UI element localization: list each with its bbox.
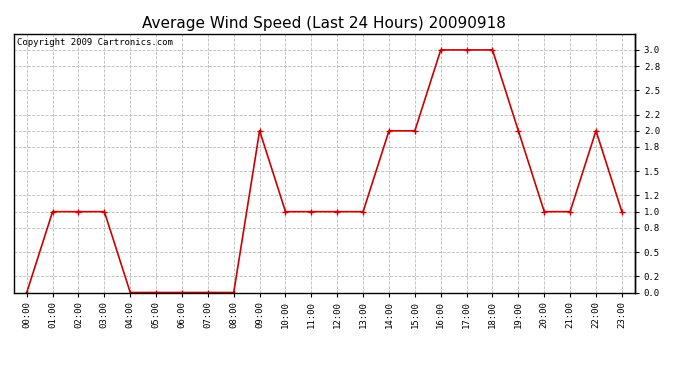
Title: Average Wind Speed (Last 24 Hours) 20090918: Average Wind Speed (Last 24 Hours) 20090… <box>142 16 506 31</box>
Text: Copyright 2009 Cartronics.com: Copyright 2009 Cartronics.com <box>17 38 172 46</box>
